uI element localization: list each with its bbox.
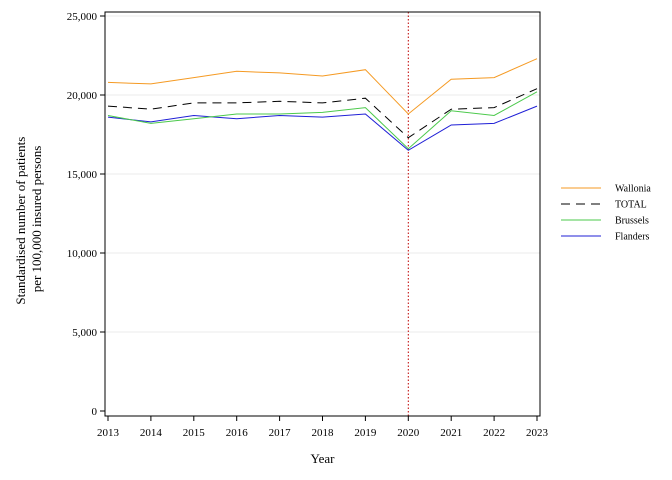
x-tick-label: 2018 <box>312 427 335 439</box>
series-lines <box>107 58 538 151</box>
series-line-total <box>107 88 538 139</box>
x-tick-label: 2019 <box>354 427 377 439</box>
y-tick-label: 0 <box>92 406 98 418</box>
y-tick-label: 15,000 <box>67 169 98 181</box>
y-axis-title-line-2: per 100,000 insured persons <box>29 146 44 293</box>
y-axis: 0 5,000 10,000 15,000 20,000 25,000 <box>67 11 105 418</box>
legend-label-total: TOTAL <box>615 200 647 211</box>
y-tick-label: 20,000 <box>67 90 98 102</box>
plot-area-frame <box>104 11 541 417</box>
x-tick-label: 2013 <box>97 427 120 439</box>
x-axis: 2013 2014 2015 2016 2017 2018 2019 2020 2021 2022… <box>97 416 549 439</box>
y-tick-label: 25,000 <box>67 11 98 23</box>
x-tick-label: 2017 <box>269 427 292 439</box>
legend-label-flanders: Flanders <box>615 232 650 243</box>
series-line-wallonia <box>107 58 538 115</box>
x-tick-label: 2015 <box>183 427 206 439</box>
legend-label-wallonia: Wallonia <box>615 184 651 195</box>
x-tick-label: 2020 <box>397 427 420 439</box>
x-tick-label: 2016 <box>226 427 249 439</box>
x-tick-label: 2023 <box>526 427 549 439</box>
series-line-flanders <box>107 105 538 151</box>
y-axis-title-line-1: Standardised number of patients <box>13 137 28 305</box>
legend-label-brussels: Brussels <box>615 216 649 227</box>
x-tick-label: 2021 <box>440 427 462 439</box>
grid-lines <box>105 15 540 333</box>
y-tick-label: 10,000 <box>67 248 98 260</box>
legend: Wallonia TOTAL Brussels Flanders <box>561 184 651 243</box>
series-line-brussels <box>107 91 538 150</box>
x-tick-label: 2022 <box>483 427 505 439</box>
x-tick-label: 2014 <box>140 427 163 439</box>
y-axis-title: Standardised number of patients per 100,… <box>13 133 44 304</box>
y-tick-label: 5,000 <box>72 327 97 339</box>
x-axis-title: Year <box>311 451 336 466</box>
